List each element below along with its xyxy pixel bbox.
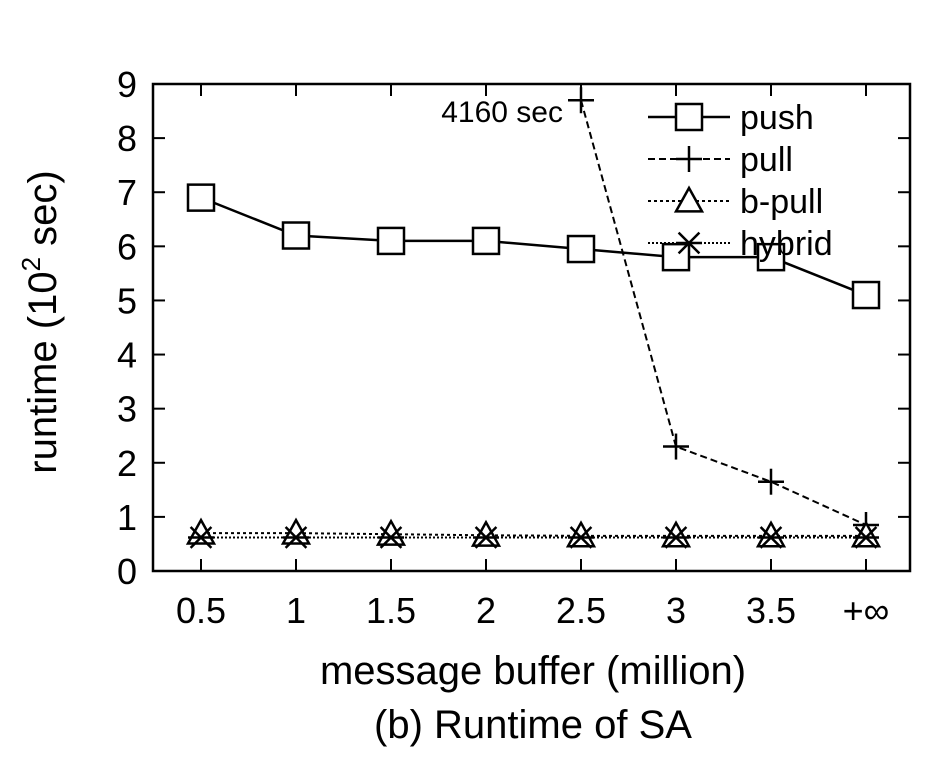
x-tick-label: 2.5 <box>556 590 606 631</box>
data-point-push <box>471 226 501 256</box>
y-tick-label: 4 <box>117 335 137 376</box>
data-point-b-pull <box>755 520 787 548</box>
legend-item-b-pull: b-pull <box>648 183 823 221</box>
data-point-b-pull <box>850 520 882 548</box>
y-tick-label: 2 <box>117 443 137 484</box>
y-tick-label: 9 <box>117 64 137 105</box>
data-point-hybrid <box>663 526 689 549</box>
data-point-pull <box>568 87 594 114</box>
data-point-hybrid <box>758 526 784 549</box>
x-tick-label: +∞ <box>843 590 890 631</box>
data-point-hybrid <box>473 526 499 549</box>
series-line-push <box>200 196 867 297</box>
chart-caption: (b) Runtime of SA <box>374 703 692 747</box>
legend-label: pull <box>740 141 793 179</box>
data-point-push <box>566 234 596 264</box>
legend-item-push: push <box>648 99 814 137</box>
data-point-push <box>281 221 311 250</box>
data-point-push <box>756 242 786 272</box>
y-tick-label: 0 <box>117 551 137 592</box>
x-tick-label: 1 <box>286 590 306 631</box>
data-point-b-pull <box>470 519 502 547</box>
x-axis-title: message buffer (million) <box>320 649 746 693</box>
series-line-pull <box>580 99 867 526</box>
data-point-b-pull <box>565 520 597 548</box>
data-point-hybrid <box>188 526 214 549</box>
x-tick-label: 3.5 <box>746 590 796 631</box>
legend-marker-b-pull <box>673 185 705 213</box>
legend-item-pull: pull <box>648 141 793 179</box>
data-point-b-pull <box>280 517 312 545</box>
data-point-b-pull <box>185 517 217 545</box>
x-tick-label: 2 <box>476 590 496 631</box>
data-point-pull <box>663 433 689 460</box>
x-tick-label: 3 <box>666 590 686 631</box>
data-point-push <box>851 280 881 310</box>
series-line-b-pull <box>201 532 866 537</box>
data-point-pull <box>758 468 784 495</box>
data-point-hybrid <box>283 526 309 549</box>
legend-marker-hybrid <box>676 231 702 255</box>
y-tick-label: 3 <box>117 389 137 430</box>
y-tick-label: 1 <box>117 497 137 538</box>
x-tick-label: 1.5 <box>366 590 416 631</box>
data-point-b-pull <box>660 520 692 548</box>
legend-item-hybrid: hybrid <box>648 225 833 263</box>
data-point-hybrid <box>568 526 594 549</box>
legend-marker-push <box>674 102 704 132</box>
y-tick-label: 6 <box>117 226 137 267</box>
y-tick-label: 7 <box>117 172 137 213</box>
y-tick-label: 5 <box>117 280 137 321</box>
data-point-b-pull <box>375 518 407 546</box>
plot-area <box>151 82 912 573</box>
legend-label: hybrid <box>740 225 833 263</box>
y-axis-title: runtime (102 sec) <box>16 170 65 473</box>
x-tick-label: 0.5 <box>176 590 226 631</box>
legend-marker-pull <box>676 146 702 172</box>
legend-label: b-pull <box>740 183 823 221</box>
data-point-push <box>186 183 216 212</box>
data-point-hybrid <box>378 526 404 549</box>
data-point-push <box>376 226 406 256</box>
annotation-label: 4160 sec <box>441 96 563 129</box>
y-tick-label: 8 <box>117 118 137 159</box>
legend-label: push <box>740 99 814 137</box>
data-point-hybrid <box>853 526 879 549</box>
